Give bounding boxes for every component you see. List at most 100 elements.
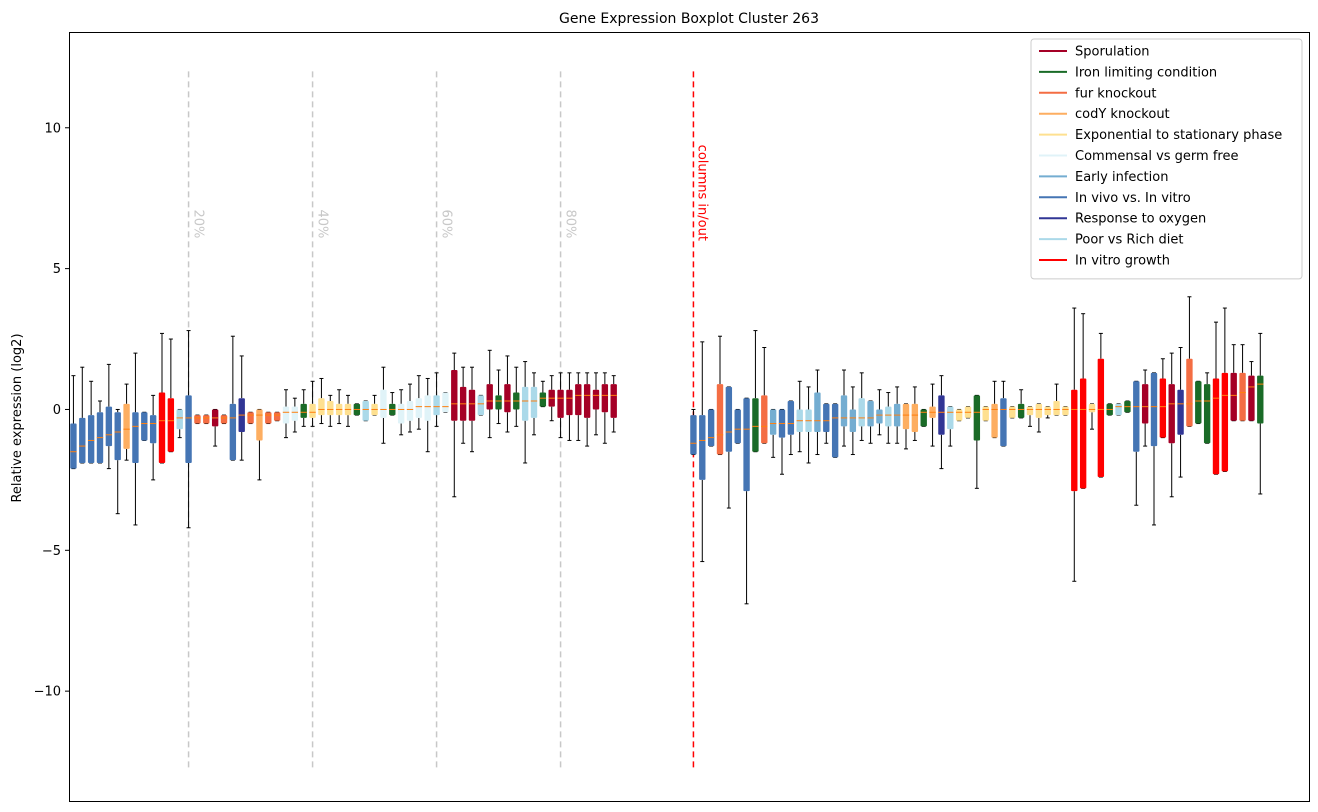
box-column bbox=[858, 372, 865, 441]
box-column bbox=[1230, 344, 1237, 422]
box-column bbox=[1212, 321, 1220, 475]
box-column bbox=[238, 355, 245, 461]
box-iqr bbox=[902, 403, 910, 430]
box-iqr bbox=[504, 384, 511, 413]
box-column bbox=[451, 352, 458, 498]
box-iqr bbox=[1159, 378, 1167, 438]
box-iqr bbox=[176, 409, 183, 430]
legend-label: Early infection bbox=[1075, 170, 1168, 185]
box-iqr bbox=[920, 409, 927, 427]
box-iqr bbox=[1195, 381, 1202, 424]
box-column bbox=[335, 389, 343, 425]
y-axis-label: Relative expression (log2) bbox=[10, 333, 25, 502]
box-column bbox=[1248, 361, 1255, 422]
box-iqr bbox=[1212, 378, 1220, 475]
box-column bbox=[885, 392, 892, 444]
box-iqr bbox=[433, 395, 440, 416]
box-iqr bbox=[247, 412, 254, 424]
box-iqr bbox=[1239, 372, 1246, 421]
box-column bbox=[1035, 403, 1043, 433]
box-column bbox=[1053, 383, 1060, 416]
box-column bbox=[1177, 346, 1184, 478]
box-iqr bbox=[1097, 358, 1105, 478]
legend-label: In vitro growth bbox=[1075, 254, 1170, 269]
box-iqr bbox=[840, 395, 848, 427]
legend: Sporulation Iron limiting condition fur kn… bbox=[1030, 38, 1303, 280]
box-column bbox=[282, 389, 290, 439]
box-column bbox=[309, 380, 316, 427]
box-column bbox=[380, 366, 387, 444]
box-iqr bbox=[867, 401, 874, 427]
box-iqr bbox=[787, 401, 795, 435]
box-iqr bbox=[938, 395, 945, 435]
percentile-marker-label: 80% bbox=[563, 209, 578, 238]
box-iqr bbox=[858, 398, 865, 427]
box-iqr bbox=[167, 398, 175, 452]
box-iqr bbox=[1035, 403, 1043, 418]
box-column bbox=[849, 386, 857, 456]
box-column bbox=[831, 403, 839, 458]
box-column bbox=[690, 408, 697, 456]
box-iqr bbox=[300, 403, 307, 418]
box-iqr bbox=[575, 384, 582, 416]
box-column bbox=[1026, 406, 1034, 427]
box-column bbox=[513, 366, 520, 427]
box-column bbox=[1239, 344, 1246, 422]
box-column bbox=[920, 408, 927, 427]
box-column bbox=[194, 414, 201, 425]
box-column bbox=[1106, 403, 1113, 416]
box-iqr bbox=[486, 384, 493, 410]
box-iqr bbox=[566, 389, 573, 416]
box-iqr bbox=[521, 386, 529, 421]
box-column bbox=[752, 330, 759, 453]
box-iqr bbox=[1062, 406, 1069, 416]
box-iqr bbox=[141, 412, 148, 441]
box-column bbox=[955, 408, 963, 422]
box-column bbox=[459, 366, 467, 444]
legend-label: Response to oxygen bbox=[1075, 212, 1206, 227]
box-column bbox=[256, 408, 263, 481]
box-iqr bbox=[716, 384, 724, 455]
box-column bbox=[1150, 372, 1158, 526]
box-column bbox=[1124, 400, 1131, 413]
box-iqr bbox=[362, 401, 369, 421]
legend-label: Poor vs Rich diet bbox=[1075, 233, 1183, 248]
box-column bbox=[548, 375, 555, 422]
percentile-marker-label: 40% bbox=[315, 209, 330, 238]
box-iqr bbox=[229, 403, 237, 461]
box-column bbox=[1079, 313, 1087, 489]
box-iqr bbox=[885, 406, 892, 427]
box-iqr bbox=[1248, 375, 1255, 421]
box-column bbox=[876, 389, 883, 436]
box-column bbox=[265, 411, 272, 425]
box-column bbox=[610, 375, 617, 433]
box-iqr bbox=[1071, 389, 1078, 492]
box-column bbox=[911, 386, 919, 441]
box-iqr bbox=[734, 409, 741, 444]
box-iqr bbox=[185, 395, 192, 463]
box-iqr bbox=[973, 395, 981, 441]
box-column bbox=[203, 414, 210, 425]
legend-entry: Iron limiting condition bbox=[1039, 65, 1217, 80]
legend-label: Commensal vs germ free bbox=[1075, 149, 1238, 164]
box-iqr bbox=[442, 392, 449, 413]
legend-entry: Poor vs Rich diet bbox=[1039, 233, 1183, 248]
box-iqr bbox=[823, 403, 830, 432]
box-column bbox=[371, 394, 378, 416]
box-column bbox=[1115, 403, 1122, 416]
box-column bbox=[1062, 406, 1069, 416]
box-column bbox=[734, 408, 741, 444]
box-iqr bbox=[725, 386, 733, 452]
box-column bbox=[96, 400, 104, 464]
box-iqr bbox=[149, 415, 157, 444]
box-iqr bbox=[318, 398, 325, 416]
box-iqr bbox=[256, 409, 263, 441]
percentile-marker-label: 20% bbox=[191, 209, 206, 238]
box-column bbox=[902, 403, 910, 450]
box-column bbox=[575, 372, 582, 441]
box-iqr bbox=[1115, 403, 1122, 416]
legend-entry: codY knockout bbox=[1039, 107, 1170, 122]
box-iqr bbox=[876, 409, 883, 424]
box-column bbox=[87, 380, 95, 464]
